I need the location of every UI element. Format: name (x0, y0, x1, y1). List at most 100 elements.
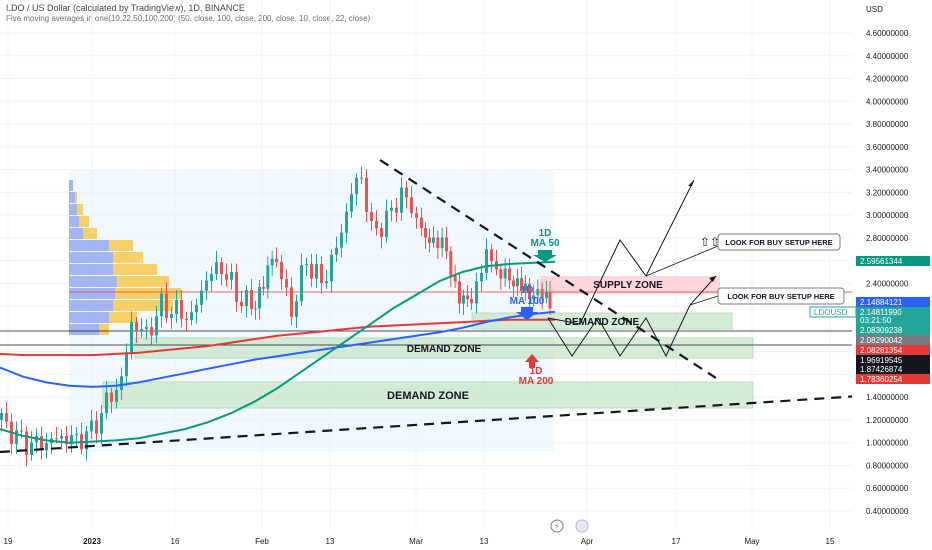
projection-arrow-1 (688, 180, 694, 186)
candle-body (65, 435, 68, 445)
volume-bar-blue (69, 252, 113, 263)
x-tick-label: 2023 (83, 537, 101, 546)
candle-body (250, 290, 253, 309)
volume-bar-yellow (79, 216, 89, 227)
candle-body (395, 207, 398, 213)
volume-bar-yellow (109, 240, 133, 251)
volume-profile (69, 180, 181, 335)
candle-body (410, 197, 413, 214)
candle-body (458, 281, 461, 304)
x-tick-label: 19 (4, 537, 13, 546)
candle-body (155, 316, 158, 336)
us-flag-icon[interactable] (575, 519, 589, 533)
candle-body (0, 413, 3, 420)
ma200-label-timeframe: 1D (530, 366, 543, 377)
lightning-icon[interactable] (550, 519, 564, 533)
candle-body (60, 435, 63, 439)
candle-body (270, 258, 274, 266)
y-tick-label: 4.40000000 (866, 52, 909, 61)
candle-body (415, 213, 418, 218)
volume-bar-blue (69, 228, 83, 239)
y-tick-label: 2.80000000 (866, 234, 909, 243)
indicator-legend: Five moving averages in one(10,22,50,100… (6, 14, 371, 23)
candle-body (390, 207, 393, 211)
candle-body (120, 376, 123, 390)
candle-body (150, 326, 153, 336)
candle-body (55, 438, 58, 440)
price-label-box (856, 364, 930, 374)
candle-body (360, 177, 363, 179)
price-axis[interactable] (852, 0, 932, 550)
candle-body (180, 300, 183, 319)
candle-body (300, 265, 303, 302)
supply-zone-label: SUPPLY ZONE (593, 280, 663, 291)
candle-body (160, 293, 163, 317)
candle-body (205, 280, 208, 291)
candle-body (254, 308, 257, 310)
candle-body (400, 187, 403, 213)
demand-zone-2-box (134, 337, 754, 359)
volume-bar-blue (69, 240, 109, 251)
y-tick-label: 3.60000000 (866, 143, 909, 152)
price-label: 2.08281354 (860, 346, 903, 355)
candle-body (405, 187, 408, 198)
price-label: 2.59561344 (860, 257, 903, 266)
ma50-label-name: MA 50 (530, 238, 560, 249)
y-tick-label: 0.80000000 (866, 461, 909, 470)
candle-body (475, 281, 478, 304)
time-axis[interactable] (0, 530, 852, 550)
candle-body (235, 272, 238, 302)
candle-body (130, 322, 133, 353)
ascending-trendline (0, 394, 861, 454)
volume-bar-yellow (113, 252, 143, 263)
candle-body (420, 217, 423, 229)
volume-bar-blue (69, 324, 99, 335)
candle-body (200, 290, 203, 305)
price-label: 2.14884121 (860, 298, 903, 307)
candle-body (524, 283, 527, 291)
candle-body (449, 251, 453, 276)
candle-body (370, 211, 373, 222)
y-tick-label: 3.00000000 (866, 211, 909, 220)
ma50-arrow-icon (533, 250, 557, 262)
price-label-box (856, 315, 930, 325)
price-label-box (856, 307, 930, 317)
candle-body (240, 301, 243, 307)
projection-path-1 (547, 275, 717, 358)
candle-body (25, 431, 28, 456)
candle-body (480, 272, 483, 282)
candle-body (355, 177, 358, 195)
candle-body (115, 389, 118, 402)
price-label: 1.78360254 (860, 375, 903, 384)
candle-body (315, 264, 318, 279)
price-label: LDOUSD (814, 308, 848, 317)
candle-body (170, 314, 173, 318)
price-label: 2.08309238 (860, 326, 903, 335)
axis-unit: USD (866, 5, 883, 14)
ma100-label-name: MA 100 (510, 296, 545, 307)
lightning-glyph: ⚡ (554, 522, 560, 531)
price-label-box (856, 345, 930, 355)
candle-body (436, 237, 440, 249)
volume-bar-yellow (77, 204, 83, 215)
candle-body (330, 254, 333, 282)
buy-setup-text-1: LOOK FOR BUY SETUP HERE (725, 238, 832, 247)
candle-body (225, 274, 228, 280)
volume-bar-blue (69, 180, 73, 191)
time-axis-ticks: 19 2023 16 Feb 13 Mar 13 Apr 17 May 15 (4, 537, 835, 546)
y-tick-label: 1.20000000 (866, 416, 909, 425)
candle-body (95, 420, 98, 434)
price-label-box (856, 325, 930, 335)
projection-path-2 (547, 179, 695, 325)
y-tick-label: 0.40000000 (866, 507, 909, 516)
candle-body (275, 258, 278, 263)
candle-body (230, 272, 233, 280)
price-label-box (856, 335, 930, 345)
candle-body (462, 295, 465, 304)
volume-bar-blue (69, 312, 109, 323)
price-label: 03:21:50 (860, 316, 892, 325)
supply-zone-box (540, 276, 720, 294)
candle-body (345, 211, 348, 233)
candle-body (490, 249, 493, 262)
